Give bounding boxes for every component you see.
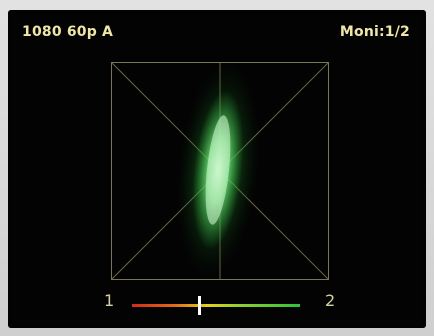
scope-border xyxy=(111,62,329,280)
phase-correlation-meter xyxy=(132,296,300,315)
phase-meter-left-label: 1 xyxy=(104,291,115,310)
monitor-channel-label: Moni:1/2 xyxy=(339,24,410,40)
phase-meter-right-label: 2 xyxy=(325,291,336,310)
lissajous-scope xyxy=(111,62,329,280)
lissajous-plot xyxy=(111,62,329,280)
audio-scope-screen: 1080 60p A Moni:1/2 xyxy=(8,10,426,328)
phase-meter-scale xyxy=(132,304,300,307)
video-format-label: 1080 60p A xyxy=(22,24,114,40)
phase-meter-needle xyxy=(198,296,202,315)
signal-trace xyxy=(176,62,260,278)
